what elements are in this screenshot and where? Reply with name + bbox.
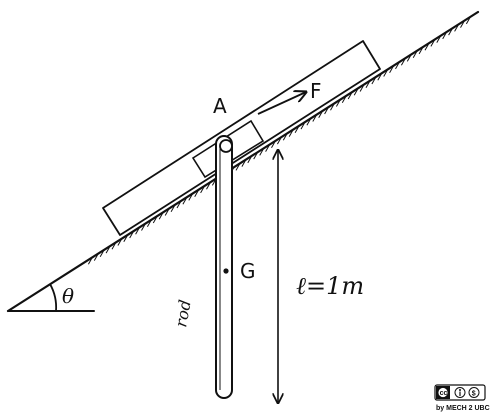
hatch-mark [359,84,365,92]
force-label: F [310,79,322,103]
incline-surface [6,10,480,313]
hatch-mark [117,238,123,246]
hatch-mark [442,31,448,40]
svg-text:cc: cc [440,390,448,397]
hatch-mark [170,204,176,212]
hatch-mark [365,80,371,88]
hatch-mark [241,159,247,167]
hatch-mark [371,76,377,85]
noncommercial-icon [468,387,480,398]
hatch-mark [129,230,135,239]
rod [215,135,233,399]
angle-label: θ [62,284,74,308]
hatch-mark [271,140,276,149]
hatch-mark [235,163,241,171]
hatch-mark [87,257,93,265]
hatch-mark [389,65,395,73]
block-label: A [213,94,227,118]
cc-icon [437,387,449,398]
hatch-mark [146,219,152,228]
hatch-mark [424,42,430,51]
hatch-mark [412,50,418,58]
hatch-mark [436,35,442,43]
hatch-mark [247,155,253,164]
hatch-mark [306,118,312,126]
hatch-mark [335,99,341,107]
hatch-mark [111,242,117,250]
hatch-mark [123,234,129,243]
hatch-mark [206,181,211,190]
center-of-mass-dot [223,268,229,274]
center-label: G [240,259,256,283]
hatch-mark [152,215,158,224]
hatch-mark [465,16,471,25]
hatch-mark [294,125,300,134]
hatch-mark [300,121,306,130]
hatch-mark [406,54,412,62]
hatch-mark [454,24,460,32]
hatch-mark [276,136,282,145]
hatch-mark [460,20,465,28]
pin-hole [219,139,233,153]
hatch-mark [176,200,182,209]
hatch-mark [164,208,170,216]
hatch-mark [395,61,400,70]
hatch-mark [135,227,141,235]
hatch-mark [158,211,164,220]
hatch-mark [288,129,294,137]
force-arrow [257,92,306,115]
hatch-mark [341,95,347,104]
hatch-mark [194,189,200,197]
rod-label: rod [171,298,194,328]
hatch-mark [99,249,105,258]
hatch-mark [324,106,330,115]
license-credit: by MECH 2 UBC [436,405,490,412]
hatch-mark [182,196,188,205]
length-label: ℓ=1m [296,272,364,300]
svg-text:$: $ [472,390,476,397]
hatch-mark [141,223,146,231]
hatch-mark [347,91,353,100]
hatch-mark [282,133,288,141]
hatch-mark [318,110,324,119]
hatch-mark [353,87,359,96]
hatch-mark [418,46,424,55]
hatch-mark [377,72,383,81]
hatch-mark [259,148,265,156]
hatch-mark [312,114,318,122]
hatch-mark [93,253,99,261]
license-badge: cc $ by MECH 2 UBC [434,384,490,412]
hatch-mark [400,57,406,66]
hatch-mark [200,185,206,194]
hatch-mark [383,69,389,77]
hatch-mark [448,27,454,36]
incline-hatching [87,16,471,265]
hatch-mark [430,39,436,47]
hatch-mark [105,245,111,254]
angle-arc [49,283,57,312]
hatch-mark [253,151,259,160]
hatch-mark [330,103,335,111]
hatch-mark [265,144,271,152]
hatch-mark [188,193,194,201]
